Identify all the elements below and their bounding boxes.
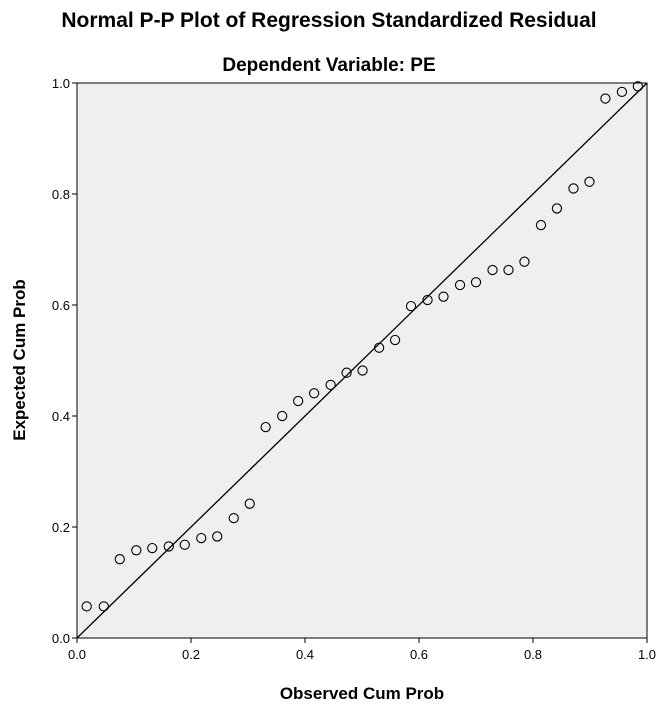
data-point — [277, 410, 288, 422]
data-point — [196, 532, 207, 544]
data-point — [244, 498, 255, 509]
y-axis: 0.0 0.2 0.4 0.6 0.8 1.0 — [52, 76, 77, 646]
data-point — [114, 554, 125, 565]
y-axis-label: Expected Cum Prob — [10, 279, 29, 441]
data-point — [81, 601, 92, 612]
y-tick-label: 0.2 — [52, 520, 70, 535]
y-tick-label: 0.6 — [52, 298, 70, 313]
x-tick-label: 0.2 — [182, 647, 200, 662]
data-point — [422, 294, 433, 306]
x-tick-label: 0.6 — [410, 647, 428, 662]
data-point — [228, 512, 239, 524]
x-axis-label: Observed Cum Prob — [280, 684, 444, 703]
data-point — [341, 367, 352, 378]
data-point — [600, 93, 611, 104]
chart-subtitle: Dependent Variable: PE — [222, 55, 435, 76]
data-point — [438, 291, 449, 302]
x-tick-label: 0.0 — [68, 647, 86, 662]
data-point — [487, 264, 498, 276]
data-point — [568, 183, 579, 194]
x-tick-label: 0.4 — [296, 647, 314, 662]
data-point — [293, 395, 304, 407]
data-point — [405, 300, 417, 312]
data-point — [454, 279, 466, 291]
data-point — [131, 545, 142, 556]
data-point — [357, 365, 368, 376]
data-point — [584, 176, 595, 187]
data-point — [535, 219, 547, 231]
reference-line-group — [76, 82, 648, 639]
data-point — [373, 342, 385, 353]
y-tick-label: 1.0 — [52, 76, 70, 91]
data-point — [470, 277, 482, 288]
data-point — [503, 264, 514, 276]
data-point — [212, 531, 223, 542]
data-point — [551, 203, 563, 214]
data-point — [163, 541, 174, 552]
data-point — [325, 379, 336, 391]
data-point — [519, 256, 530, 267]
chart-title: Normal P-P Plot of Regression Standardiz… — [61, 9, 596, 32]
reference-line — [76, 82, 648, 639]
x-axis: 0.0 0.2 0.4 0.6 0.8 1.0 — [68, 638, 656, 662]
data-point — [260, 421, 271, 433]
x-tick-label: 0.8 — [524, 647, 542, 662]
x-tick-label: 1.0 — [638, 647, 656, 662]
data-point — [616, 86, 628, 98]
y-tick-label: 0.4 — [52, 409, 70, 424]
y-tick-label: 0.0 — [52, 631, 70, 646]
data-point — [389, 334, 401, 346]
data-point — [179, 539, 190, 550]
y-tick-label: 0.8 — [52, 187, 70, 202]
data-point — [98, 601, 109, 612]
data-point — [308, 388, 320, 399]
data-point — [632, 81, 644, 92]
data-points — [81, 81, 644, 612]
data-point — [147, 542, 158, 554]
